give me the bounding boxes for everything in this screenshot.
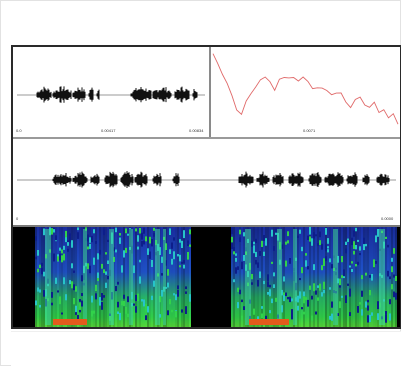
tick-label-mid-start: 0	[16, 216, 19, 221]
audio-analysis-window: 0.0 0.00417 0.00834 0.0071 0 0.0000	[11, 45, 401, 329]
spectrogram-blocks	[35, 227, 397, 327]
waveform-middle-trace	[52, 171, 390, 189]
tick-label-mid-end: 0.0000	[381, 216, 394, 221]
tick-label-pitch: 0.0071	[303, 128, 316, 133]
spectrogram-svg	[35, 227, 397, 327]
waveform-middle-svg	[17, 171, 396, 189]
waveform-pane-top: 0.0 0.00417 0.00834	[13, 47, 209, 137]
spectrogram-pane	[13, 227, 400, 327]
pane-divider-horizontal-1[interactable]	[13, 137, 400, 139]
waveform-top-trace	[36, 86, 198, 103]
waveform-pane-middle: 0 0.0000	[13, 139, 400, 225]
pane-divider-vertical[interactable]	[209, 47, 211, 137]
waveform-top-svg	[17, 86, 205, 103]
tick-label-mid: 0.00417	[101, 128, 116, 133]
pane-divider-horizontal-2[interactable]	[13, 225, 400, 227]
tick-label-start: 0.0	[16, 128, 22, 133]
tick-label-end: 0.00834	[189, 128, 204, 133]
pitch-curve-pane: 0.0071	[211, 47, 400, 137]
pitch-curve-svg	[212, 53, 399, 125]
pitch-curve-line	[212, 53, 399, 125]
caption-area	[11, 331, 401, 366]
